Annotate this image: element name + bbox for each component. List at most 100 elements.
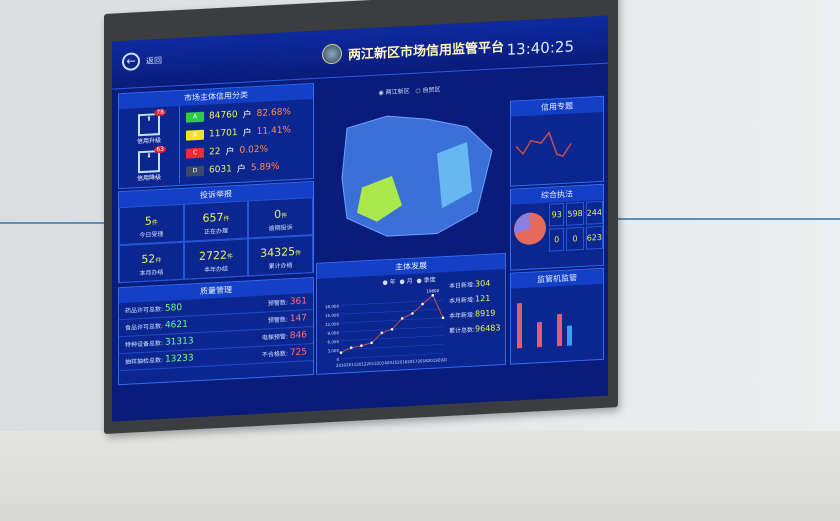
enforcement-value: 244 [585,200,603,225]
unit: 件 [226,253,233,261]
y-tick-label: 18,000 [325,304,339,310]
back-arrow-icon: ← [122,52,140,72]
value: 4621 [164,319,188,331]
complaint-stat: 34325件 累计办结 [248,235,313,277]
label: 药品许可总数: [125,305,164,315]
percent: 82.68% [256,106,291,119]
upgrade-icon: ⬆ 78 [138,108,166,137]
y-tick-label: 3,000 [328,348,340,354]
value: 121 [475,293,491,304]
legend-label: 月 [406,277,413,286]
data-point [370,341,373,345]
data-point [400,317,404,320]
upgrade-label: 信用升级 [136,137,161,146]
label: 特种设备总数: [125,339,164,349]
label: 累计总数: [449,326,476,335]
legend-0[interactable]: ● 年 [382,278,396,287]
value: 580 [164,302,183,314]
count: 22 [209,146,221,157]
complaint-stat: 52件 本月办结 [119,241,184,284]
value: 2722 [198,248,227,264]
y-tick-label: 6,000 [328,339,340,345]
data-point [360,344,363,348]
data-point [421,302,424,306]
data-point [349,346,353,350]
label: 本月新增: [449,296,476,305]
label: 本日新增: [449,281,476,290]
label: 累计办结 [268,262,293,271]
percent: 5.89% [250,161,280,173]
unit: 户 [225,147,235,158]
gridline [341,317,443,324]
legend-2[interactable]: ● 季度 [416,276,436,285]
floor [0,431,840,521]
credit-topic-panel: 信用专题 [510,95,604,187]
label: 不合格数: [261,350,288,359]
downgrade-label: 信用降级 [136,174,161,183]
value: 304 [475,278,491,289]
value: 5 [144,214,152,228]
enforcement-pie [514,212,546,245]
x-tick-label: 2019 [428,357,439,363]
x-tick-label: 2012 [356,361,367,367]
label: 逾期投诉 [268,224,293,233]
x-tick-label: 2015 [387,360,398,366]
clock: 13:40:25 [506,37,574,59]
enforcement-value: 93 [549,202,565,227]
dev-stat: 本月新增:121 [449,293,505,305]
credit-level-row: A 84760 户 82.68% [186,105,291,124]
y-tick-label: 15,000 [325,312,339,318]
enforcement-panel: 综合执法 93 598 244 0 0 623 [510,183,604,271]
x-tick-label: 2010 [336,362,347,368]
data-point [411,312,414,315]
x-tick-label: 2014 [377,360,388,366]
label: 正在办理 [203,227,228,236]
data-point [380,331,384,335]
data-point [441,316,445,320]
dev-stat: 累计总数:96483 [449,323,505,335]
unit: 户 [242,110,252,121]
value: 147 [289,313,307,325]
wall-line [0,222,105,224]
enforcement-value: 0 [549,227,565,252]
grade-badge: C [186,147,204,159]
complaint-stat: 0件 逾期投诉 [248,197,313,239]
development-panel: 主体发展 ● 年 ● 月 ● 季度 0 3,000 6,000 9,000 12,000… [316,252,506,375]
grade-badge: D [186,165,204,177]
supervision-bar-chart [517,303,572,349]
back-label: 返回 [146,55,162,66]
complaints-panel: 投诉举报 5件 今日受理 657件 正在办理 0件 逾期投诉 52件 本月办结 2722件 本年办… [118,180,314,284]
x-tick-label: 2018 [418,358,429,364]
unit: 户 [242,128,252,139]
unit: 件 [155,256,162,265]
gridline [341,344,443,350]
grade-badge: B [186,129,204,141]
gridline [341,352,443,359]
title-text: 两江新区市场信用监管平台 [348,39,505,63]
peak-label: 19800 [426,288,439,294]
unit: 户 [236,164,246,176]
complaint-stat: 657件 正在办理 [183,200,249,242]
header: ← 返回 两江新区市场信用监管平台 13:40:25 [112,15,608,90]
label: 本年办结 [203,265,228,274]
label: 本月办结 [139,268,164,278]
credit-level-row: D 6031 户 5.89% [186,159,291,178]
unit: 件 [223,215,230,223]
unit: 件 [151,219,158,227]
grade-badge: A [186,111,204,123]
dev-stat: 本日新增:304 [449,278,505,290]
enforcement-value: 598 [566,201,584,226]
downgrade-count: 63 [154,145,166,154]
value: 8919 [475,308,496,319]
data-point [431,294,435,297]
quality-panel: 质量管理 药品许可总数: 580 预警数: 361 食品许可总数: 4621 预警数:… [118,276,314,386]
back-button[interactable]: ← 返回 [122,51,162,72]
count: 11701 [209,127,238,139]
dev-stat: 本年新增:8919 [449,308,505,319]
supervision-panel: 监管机监管 [510,267,604,365]
topic-chart [515,131,572,157]
district-map: ◉ 两江新区 ○ 自贸区 [317,81,502,261]
unit: 件 [281,212,288,220]
legend-1[interactable]: ● 月 [399,277,413,286]
